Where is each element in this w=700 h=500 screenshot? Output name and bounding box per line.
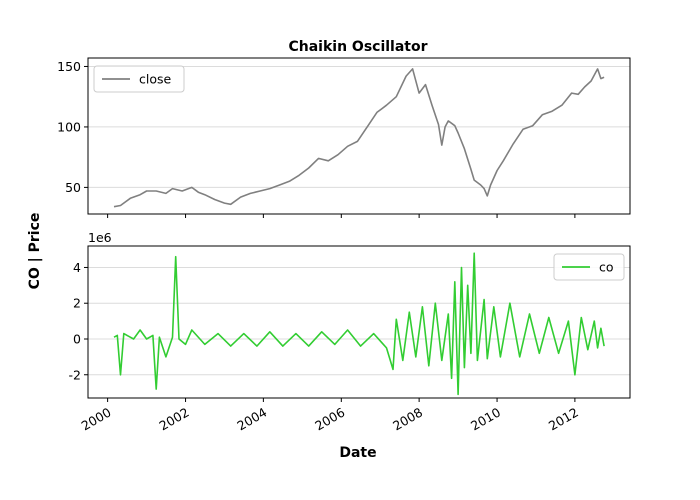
y-tick-label: -2 (69, 367, 81, 382)
price-panel: 50 100 150 close (57, 57, 631, 218)
legend-label: co (599, 260, 614, 275)
axes-frame (87, 57, 631, 215)
y-tick-label: 150 (57, 59, 81, 74)
oscillator-panel: -2 0 2 4 2000 2002 2004 2006 2008 2010 2012 co (69, 245, 631, 434)
legend: close (93, 65, 185, 93)
y-axis-label: CO | Price (27, 213, 43, 290)
x-axis-label: Date (339, 445, 376, 461)
x-tick-label: 2002 (157, 405, 192, 434)
y-tick-label: 0 (73, 331, 81, 346)
chart-title: Chaikin Oscillator (288, 39, 427, 55)
y-tick-label: 2 (73, 296, 81, 311)
y-tick-label: 100 (57, 119, 81, 134)
y-tick-label: 4 (73, 260, 81, 275)
x-tick-label: 2006 (312, 405, 347, 434)
axes-frame (87, 245, 631, 399)
x-tick-label: 2010 (468, 405, 503, 434)
legend-box (93, 65, 185, 93)
x-tick-label: 2012 (546, 405, 581, 434)
series-line-co (113, 252, 605, 396)
y-scale-offset-label: 1e6 (88, 230, 112, 245)
legend: co (553, 253, 625, 281)
x-tick-label: 2000 (79, 405, 114, 434)
y-tick-label: 50 (65, 180, 81, 195)
legend-label: close (139, 72, 172, 87)
x-tick-label: 2004 (234, 405, 269, 434)
series-line-close (113, 68, 605, 208)
x-tick-label: 2008 (390, 405, 425, 434)
